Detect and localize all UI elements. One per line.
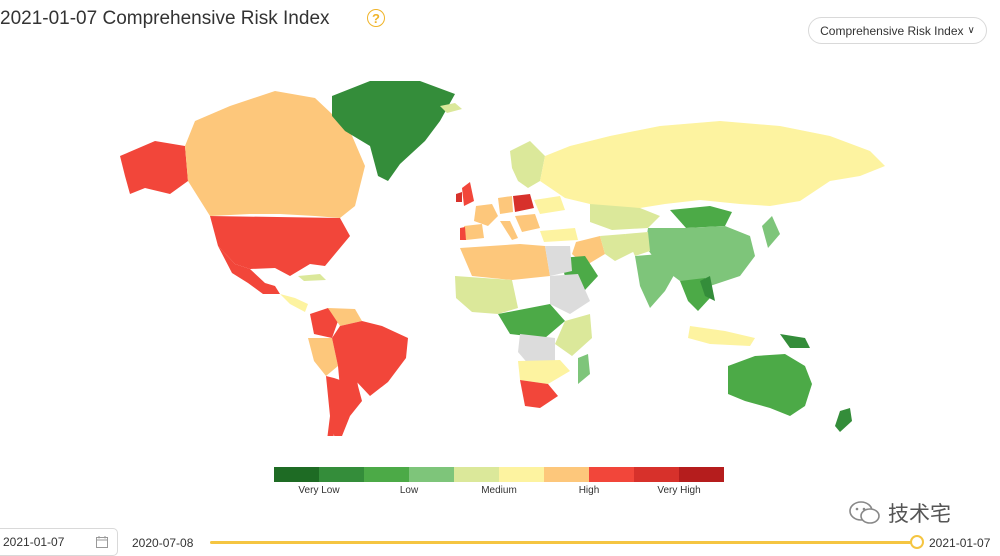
country-alaska[interactable]: [120, 141, 188, 194]
legend-swatch-high-1: [544, 467, 589, 482]
country-iran[interactable]: [600, 234, 635, 261]
legend-swatch-very-high-1: [634, 467, 679, 482]
country-south-africa[interactable]: [520, 380, 558, 408]
legend-swatch-very-low-1: [274, 467, 319, 482]
legend-label-very-high: Very High: [657, 485, 701, 496]
metric-select[interactable]: Comprehensive Risk Index ∨: [808, 17, 987, 44]
country-germany[interactable]: [498, 196, 513, 214]
legend-labels: Very Low Low Medium High Very High: [274, 482, 724, 496]
help-icon[interactable]: ?: [367, 9, 385, 27]
watermark: 技术宅: [848, 498, 951, 528]
legend-swatch-very-low-2: [319, 467, 364, 482]
country-canada[interactable]: [185, 91, 365, 218]
country-indonesia[interactable]: [688, 326, 755, 346]
country-east-africa[interactable]: [555, 314, 592, 356]
country-sudan-ethiopia[interactable]: [550, 274, 590, 314]
country-egypt[interactable]: [545, 246, 572, 276]
range-end-label: 2021-01-07: [929, 536, 991, 550]
legend-swatch-medium-1: [454, 467, 499, 482]
date-picker-value: 2021-01-07: [3, 535, 65, 549]
country-new-zealand[interactable]: [835, 408, 852, 432]
page-title: 2021-01-07 Comprehensive Risk Index: [0, 8, 330, 29]
country-cuba[interactable]: [298, 274, 326, 281]
legend-swatch-high-2: [589, 467, 634, 482]
country-central-america[interactable]: [280, 294, 308, 312]
legend-label-medium: Medium: [481, 485, 517, 496]
legend-label-low: Low: [399, 485, 419, 496]
timeline-slider-track[interactable]: [210, 541, 918, 544]
country-peru[interactable]: [308, 338, 338, 376]
country-venezuela[interactable]: [328, 308, 362, 326]
legend-swatches: [274, 467, 724, 482]
country-balkans[interactable]: [515, 214, 540, 232]
country-drc[interactable]: [518, 334, 555, 366]
country-australia[interactable]: [728, 354, 812, 416]
country-usa[interactable]: [210, 216, 350, 276]
legend-label-high: High: [578, 485, 600, 496]
country-mexico[interactable]: [218, 246, 280, 294]
country-spain[interactable]: [464, 224, 484, 240]
country-central-africa[interactable]: [498, 304, 565, 338]
country-west-africa[interactable]: [455, 276, 518, 314]
legend-label-very-low: Very Low: [298, 485, 340, 496]
risk-legend: Very Low Low Medium High Very High: [274, 467, 724, 496]
country-korea-japan[interactable]: [762, 216, 780, 248]
range-start-label: 2020-07-08: [132, 536, 194, 550]
country-poland[interactable]: [513, 194, 534, 212]
country-turkey[interactable]: [540, 228, 578, 242]
country-ireland[interactable]: [456, 192, 462, 202]
country-italy[interactable]: [500, 221, 518, 240]
country-portugal[interactable]: [460, 227, 466, 240]
chevron-down-icon: ∨: [967, 25, 975, 36]
country-india[interactable]: [635, 254, 678, 308]
country-vietnam[interactable]: [700, 276, 715, 301]
calendar-icon: [96, 536, 108, 548]
legend-swatch-low-1: [364, 467, 409, 482]
country-russia[interactable]: [540, 121, 885, 211]
date-picker[interactable]: 2021-01-07: [0, 528, 118, 556]
country-mongolia[interactable]: [670, 206, 732, 228]
world-map: [120, 81, 885, 436]
legend-swatch-low-2: [409, 467, 454, 482]
country-colombia[interactable]: [310, 308, 338, 338]
country-brazil[interactable]: [332, 321, 408, 396]
country-madagascar[interactable]: [578, 354, 590, 384]
country-ukraine[interactable]: [534, 196, 565, 214]
country-pakistan-afg[interactable]: [625, 232, 650, 256]
country-north-africa[interactable]: [460, 244, 550, 280]
country-greenland[interactable]: [332, 81, 455, 181]
country-scandinavia[interactable]: [510, 141, 545, 188]
wechat-icon: [849, 501, 880, 524]
country-papua[interactable]: [780, 334, 810, 348]
country-france[interactable]: [474, 204, 498, 226]
country-iceland[interactable]: [440, 103, 462, 113]
country-argentina[interactable]: [332, 378, 362, 436]
watermark-text: 技术宅: [888, 503, 951, 526]
legend-swatch-very-high-2: [679, 467, 724, 482]
legend-swatch-medium-2: [499, 467, 544, 482]
metric-select-value: Comprehensive Risk Index: [820, 23, 964, 38]
country-uk[interactable]: [462, 182, 474, 206]
country-kazakhstan[interactable]: [590, 204, 660, 230]
timeline-slider-handle[interactable]: [910, 535, 924, 549]
country-southern-africa[interactable]: [518, 360, 570, 384]
